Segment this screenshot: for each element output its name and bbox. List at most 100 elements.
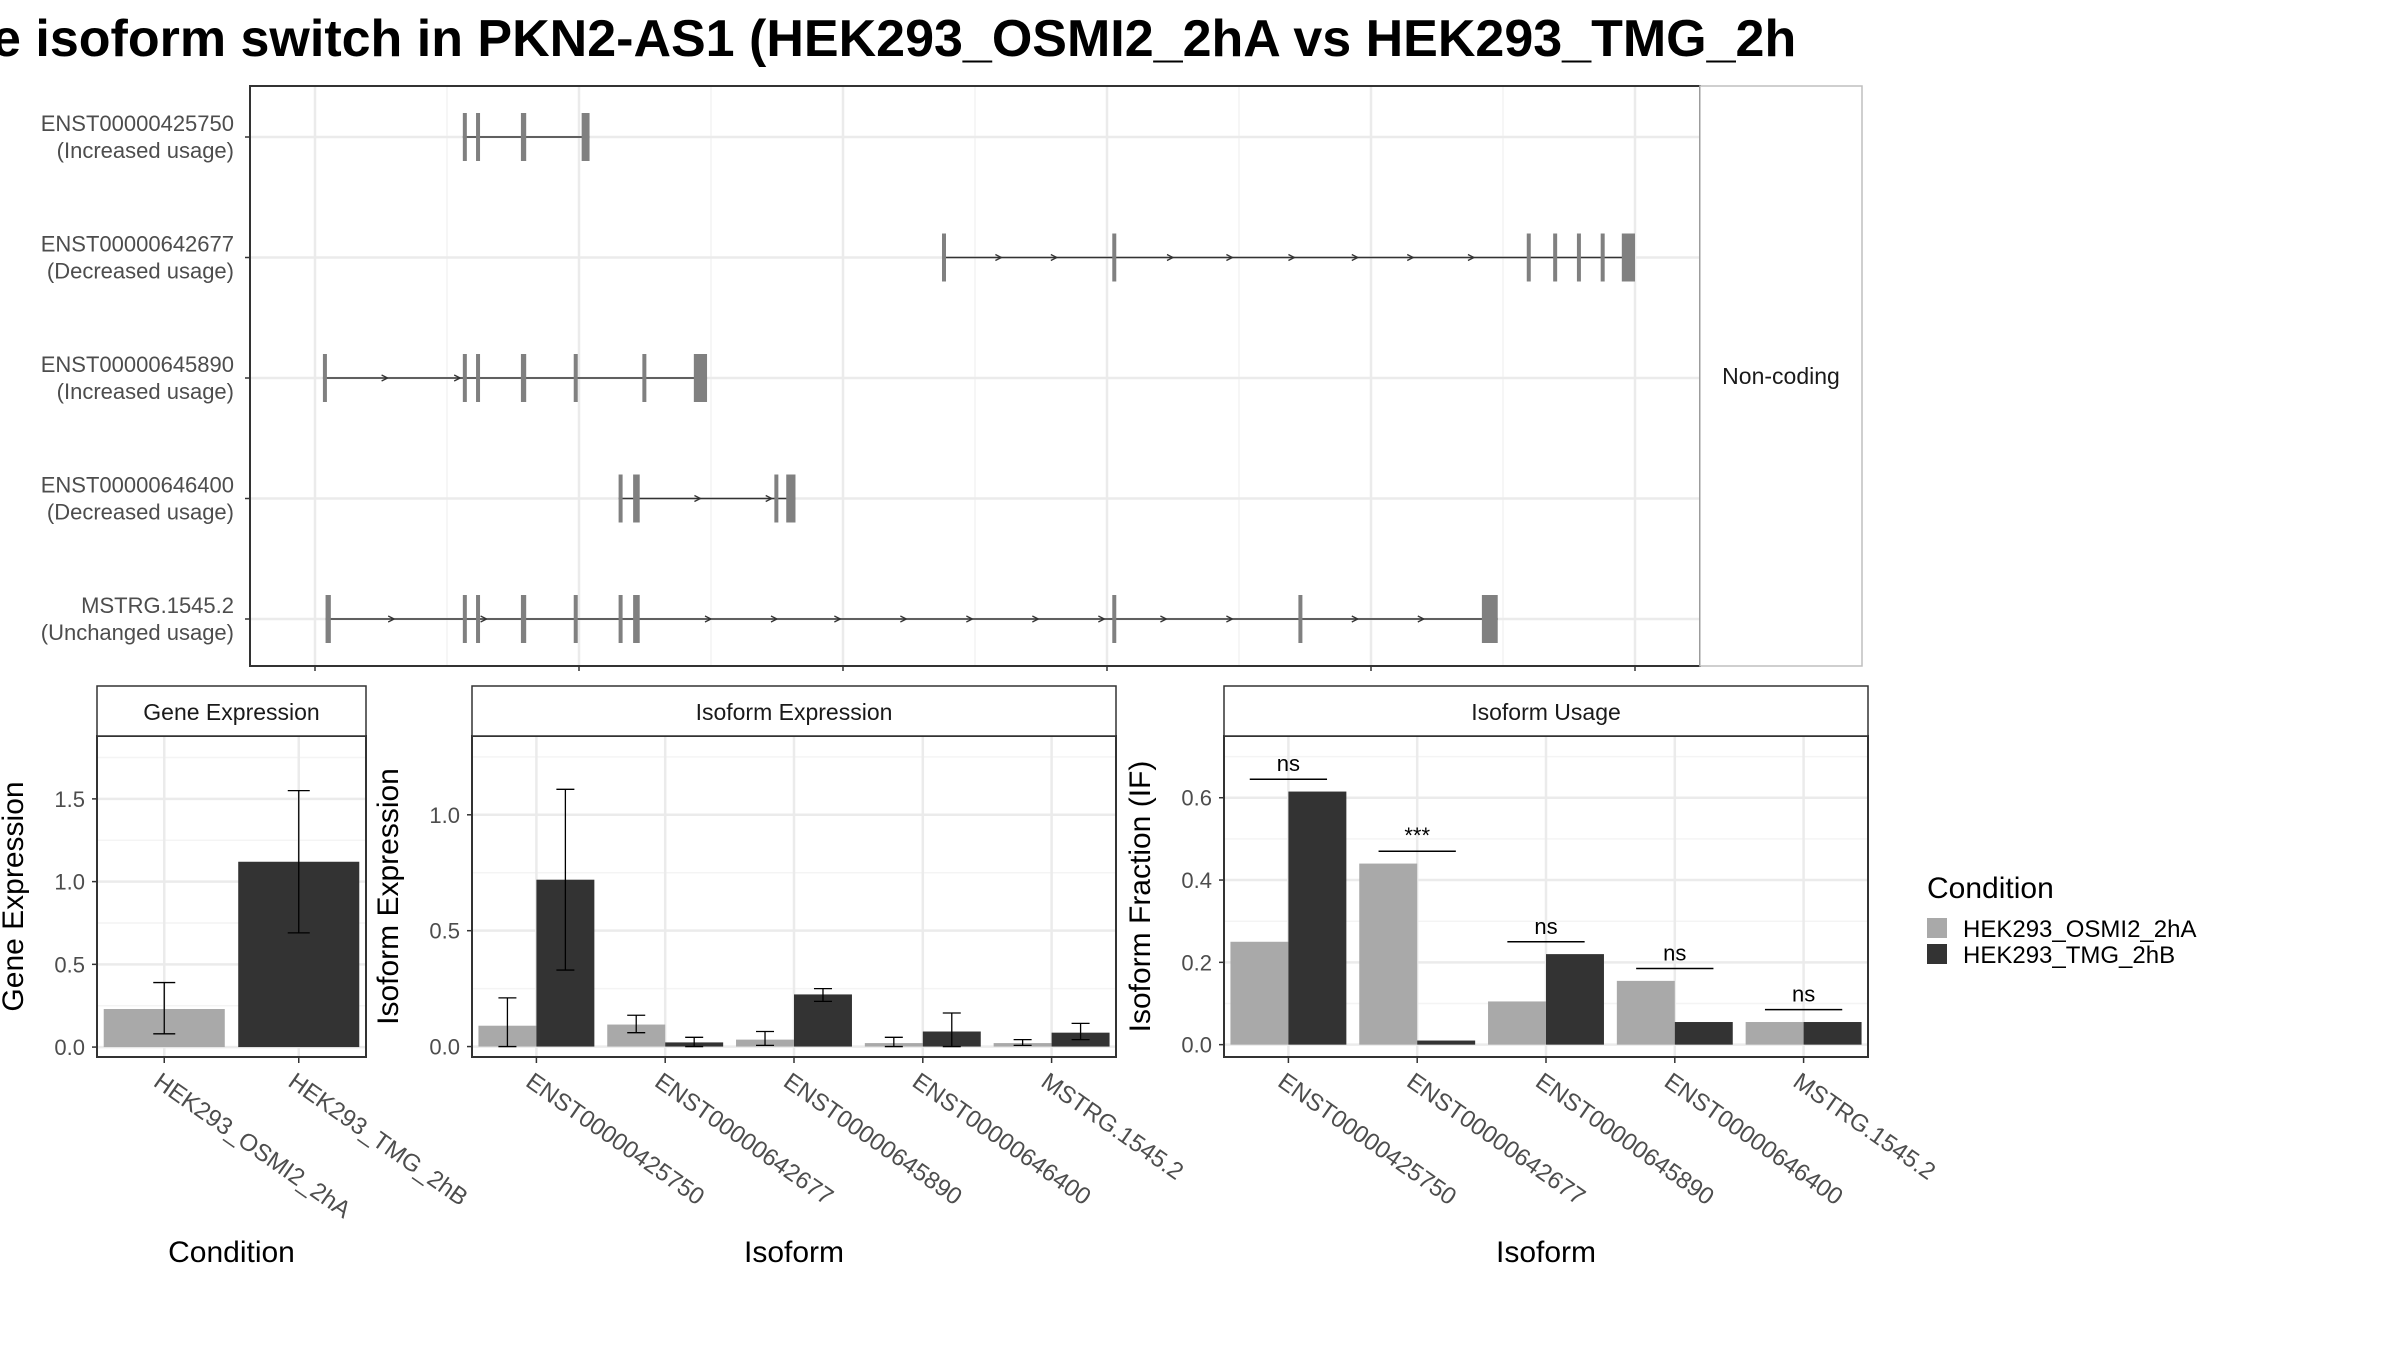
exon-block [573, 595, 578, 643]
exon-block [1553, 233, 1558, 282]
strand-arrow [1351, 615, 1360, 623]
facet-strip [1699, 85, 1863, 667]
strand-arrow [834, 615, 842, 623]
strand-arrow [1032, 615, 1040, 623]
exon-block [1621, 233, 1635, 282]
strand-arrow [1166, 253, 1175, 262]
exon-block [1526, 233, 1531, 282]
exon-block [774, 474, 779, 523]
y-tick-label: 0.5 [54, 952, 85, 977]
bar [1745, 1022, 1804, 1045]
bar [607, 1024, 666, 1047]
panel-strip [1223, 685, 1869, 737]
y-tick-label: 0.4 [1181, 868, 1212, 893]
y-tick-label: 0.6 [1181, 786, 1212, 811]
strand-arrow [387, 615, 396, 623]
strand-arrow [694, 494, 702, 503]
exon-block [786, 474, 796, 523]
bar [1230, 941, 1289, 1045]
strand-arrow [1467, 253, 1476, 262]
y-axis-title: Isoform Expression [372, 768, 405, 1025]
transcript-structure-panel: ENST00000425750(Increased usage)ENST0000… [41, 85, 1863, 671]
y-tick-label: 0.0 [429, 1035, 460, 1060]
exon-block [573, 354, 578, 402]
y-axis-title: Isoform Fraction (IF) [1124, 761, 1157, 1033]
transcript-id-label: ENST00000642677 [41, 232, 234, 257]
exon-block [1576, 233, 1581, 282]
exon-block [633, 474, 640, 523]
bar [1417, 1040, 1476, 1045]
transcript-usage-label: (Decreased usage) [47, 259, 234, 284]
x-axis-title: Condition [168, 1236, 295, 1269]
exon-block [1600, 233, 1605, 282]
bar [1674, 1022, 1733, 1045]
y-tick-label: 1.5 [54, 787, 85, 812]
transcript-usage-label: (Decreased usage) [47, 500, 234, 525]
y-tick-label: 1.0 [429, 803, 460, 828]
exon-block [1112, 595, 1117, 643]
facet-strip-label: Non-coding [1722, 363, 1840, 389]
legend-label-condition-b: HEK293_TMG_2hB [1963, 942, 2175, 969]
strand-arrow [770, 615, 779, 623]
transcript-id-label: MSTRG.1545.2 [81, 593, 234, 618]
strand-arrow [765, 494, 774, 503]
exon-block [633, 595, 640, 643]
exon-block [476, 354, 481, 402]
transcript-usage-label: (Increased usage) [57, 138, 234, 163]
strand-arrow [1160, 615, 1168, 623]
y-tick-label: 0.5 [429, 919, 460, 944]
bar [794, 994, 852, 1047]
figure-title: e isoform switch in PKN2-AS1 (HEK293_OSM… [0, 10, 1796, 68]
strand-arrow [381, 374, 390, 382]
exon-block [325, 595, 331, 643]
strand-arrow [900, 615, 908, 623]
bar [1359, 863, 1418, 1045]
strand-arrow [1050, 253, 1059, 262]
y-tick-label: 0.2 [1181, 950, 1212, 975]
exon-block [618, 474, 623, 523]
transcript-usage-label: (Increased usage) [57, 379, 234, 404]
exon-block [1112, 233, 1117, 282]
exon-block [1298, 595, 1303, 643]
strand-arrow [453, 374, 462, 382]
exon-block [642, 354, 647, 402]
panel-strip-label: Gene Expression [143, 699, 319, 725]
significance-label: ns [1534, 914, 1557, 939]
bar [1488, 1001, 1546, 1045]
exon-block [476, 595, 481, 643]
transcript-usage-label: (Unchanged usage) [41, 620, 234, 645]
bar [1616, 980, 1675, 1045]
exon-block [462, 595, 467, 643]
panel-strip [96, 685, 367, 737]
legend-title: Condition [1927, 872, 2054, 905]
x-axis-title: Isoform [1496, 1236, 1596, 1269]
panel-strip-label: Isoform Expression [696, 699, 893, 725]
condition-legend: Condition HEK293_OSMI2_2hA HEK293_TMG_2h… [1927, 872, 2196, 969]
exon-block [693, 354, 708, 402]
transcript-id-label: ENST00000645890 [41, 352, 234, 377]
transcript-id-label: ENST00000425750 [41, 111, 234, 136]
y-tick-label: 0.0 [1181, 1033, 1212, 1058]
significance-label: ns [1792, 982, 1815, 1007]
legend-label-condition-a: HEK293_OSMI2_2hA [1963, 916, 2196, 943]
y-tick-label: 1.0 [54, 870, 85, 895]
strand-arrow [995, 253, 1003, 262]
x-axis-title: Isoform [744, 1236, 844, 1269]
exon-block [581, 113, 590, 161]
significance-label: ns [1277, 751, 1300, 776]
exon-block [476, 113, 481, 161]
significance-label: *** [1404, 823, 1430, 848]
strand-arrow [1226, 253, 1234, 262]
exon-block [520, 113, 527, 161]
strand-arrow [704, 615, 713, 623]
bar [1546, 954, 1604, 1045]
strand-arrow [1417, 615, 1426, 623]
panel-strip [471, 685, 1117, 737]
exon-block [322, 354, 327, 402]
exon-block [520, 595, 527, 643]
panel-strip-label: Isoform Usage [1471, 699, 1621, 725]
significance-label: ns [1663, 941, 1686, 966]
strand-arrow [1288, 253, 1296, 262]
